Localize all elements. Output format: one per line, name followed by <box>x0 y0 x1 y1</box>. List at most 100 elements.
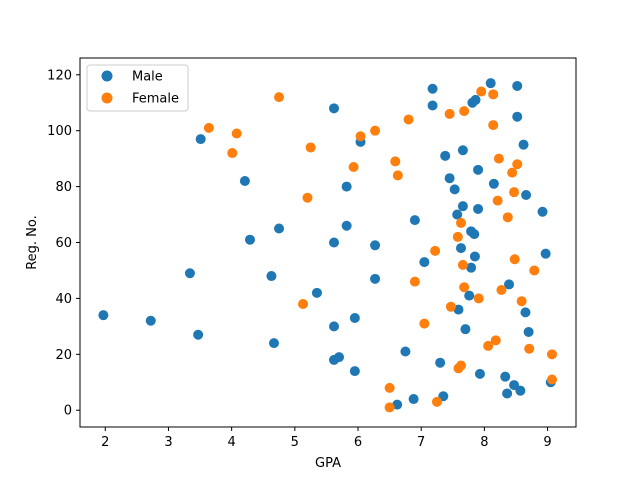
data-point-male <box>512 80 523 91</box>
x-tick-label: 2 <box>101 435 109 450</box>
data-point-female <box>298 299 309 309</box>
data-point-female <box>409 276 420 287</box>
data-point-male <box>440 150 451 161</box>
data-point-female <box>529 265 540 276</box>
legend: Male Female <box>86 64 189 112</box>
data-point-male <box>349 366 360 377</box>
data-point-female <box>370 125 381 136</box>
data-point-male <box>464 290 475 301</box>
data-point-male <box>523 326 534 337</box>
series-female <box>203 86 557 413</box>
data-point-male <box>470 94 481 105</box>
x-tick-label: 8 <box>480 435 488 450</box>
data-point-male <box>274 223 285 234</box>
plot-area <box>98 78 557 413</box>
data-point-male <box>392 399 403 410</box>
data-point-female <box>444 108 455 119</box>
x-axis-label: GPA <box>315 456 341 471</box>
data-point-male <box>244 234 255 245</box>
data-point-female <box>492 195 503 206</box>
x-axis-ticks: 2 3 4 5 6 7 8 9 <box>101 427 552 450</box>
x-tick-label: 5 <box>291 435 299 450</box>
data-point-male <box>329 321 340 332</box>
x-tick-label: 6 <box>354 435 362 450</box>
data-point-male <box>266 271 277 282</box>
data-point-female <box>496 285 507 296</box>
data-point-female <box>546 349 557 360</box>
data-point-female <box>546 374 557 385</box>
data-point-female <box>488 89 499 100</box>
data-point-male <box>239 176 250 186</box>
data-point-female <box>305 142 316 153</box>
data-point-male <box>349 312 360 323</box>
data-point-male <box>195 134 206 145</box>
data-point-male <box>540 248 551 259</box>
data-point-male <box>520 307 531 318</box>
legend-marker-male <box>101 70 113 82</box>
data-point-female <box>419 318 430 329</box>
data-point-male <box>427 100 438 111</box>
data-point-female <box>390 156 401 167</box>
data-point-male <box>409 215 420 226</box>
x-tick-label: 7 <box>417 435 425 450</box>
data-point-female <box>348 162 359 173</box>
data-point-male <box>504 279 515 290</box>
data-point-female <box>476 86 487 97</box>
data-point-male <box>311 287 322 298</box>
data-point-female <box>488 120 499 131</box>
data-point-female <box>509 254 520 265</box>
legend-label-female: Female <box>132 92 179 107</box>
data-point-male <box>512 111 523 122</box>
data-point-male <box>473 203 484 214</box>
data-point-male <box>485 78 496 89</box>
data-point-male <box>473 164 484 175</box>
data-point-female <box>302 192 313 203</box>
data-point-male <box>268 338 279 349</box>
data-point-female <box>445 301 456 312</box>
y-axis-label: Reg. No. <box>25 215 40 270</box>
data-point-male <box>444 173 455 184</box>
data-point-male <box>456 243 467 254</box>
x-tick-label: 9 <box>543 435 551 450</box>
data-point-male <box>341 181 352 192</box>
data-point-male <box>500 371 511 382</box>
data-point-female <box>431 396 442 407</box>
data-point-male <box>449 184 460 195</box>
data-point-male <box>515 385 526 396</box>
data-point-female <box>490 335 501 346</box>
y-tick-label: 60 <box>55 236 72 251</box>
data-point-male <box>460 324 471 335</box>
series-male <box>98 78 556 410</box>
legend-label-male: Male <box>132 70 163 85</box>
data-point-female <box>274 92 285 103</box>
data-point-male <box>537 206 548 217</box>
data-point-male <box>518 139 529 150</box>
data-point-female <box>524 343 535 354</box>
data-point-female <box>456 217 467 228</box>
data-point-female <box>231 128 242 139</box>
data-point-male <box>452 209 463 220</box>
y-tick-label: 80 <box>55 180 72 195</box>
data-point-male <box>334 352 345 363</box>
y-tick-label: 120 <box>47 68 72 83</box>
data-point-female <box>430 245 441 256</box>
data-point-male <box>193 329 204 340</box>
data-point-female <box>227 148 238 159</box>
y-axis-ticks: 0 20 40 60 80 100 120 <box>47 68 80 419</box>
data-point-female <box>459 282 470 293</box>
data-point-male <box>457 145 468 156</box>
data-point-female <box>509 187 520 198</box>
legend-marker-female <box>101 92 113 104</box>
data-point-male <box>341 220 352 231</box>
data-point-female <box>403 114 414 125</box>
data-point-male <box>435 357 446 368</box>
data-point-male <box>466 262 477 273</box>
data-point-male <box>474 368 485 379</box>
y-tick-label: 0 <box>64 404 72 419</box>
data-point-female <box>516 296 527 307</box>
data-point-male <box>457 201 468 212</box>
data-point-female <box>507 167 518 178</box>
y-tick-label: 40 <box>55 292 72 307</box>
data-point-male <box>370 273 381 284</box>
